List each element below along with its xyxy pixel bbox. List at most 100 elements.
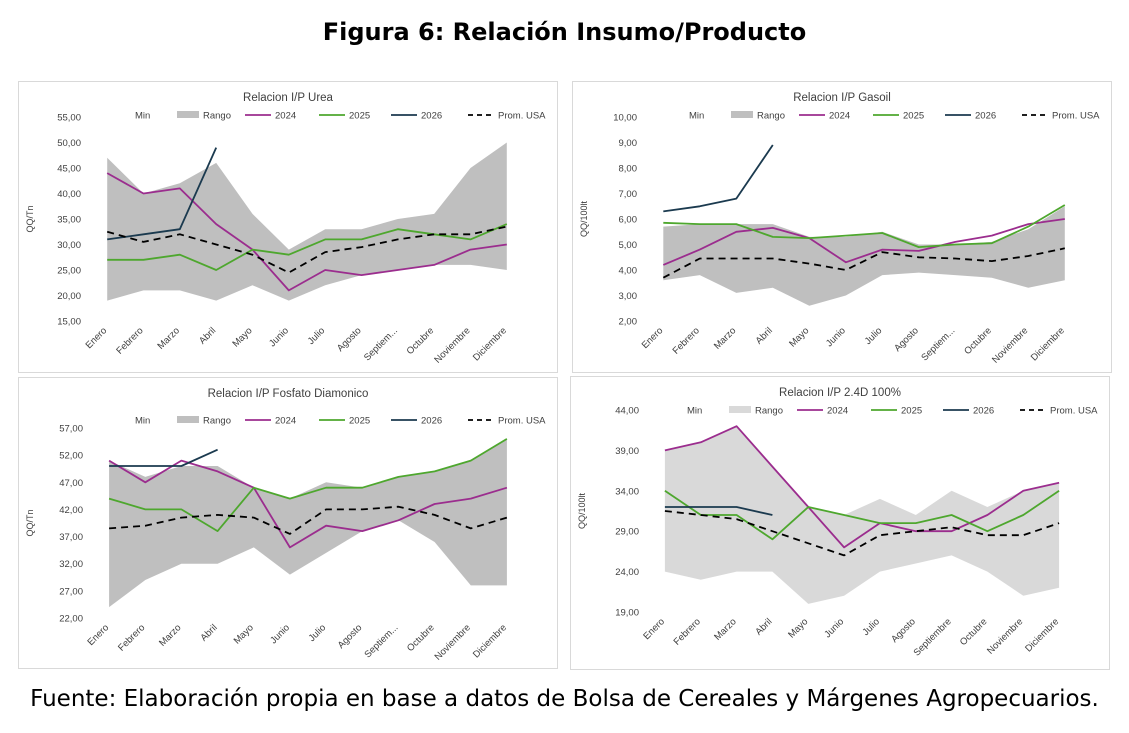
y-tick-label: 32,00 bbox=[59, 559, 83, 570]
x-tick-label: Abril bbox=[754, 325, 775, 346]
x-tick-label: Agosto bbox=[892, 325, 921, 354]
y-tick-label: 29,00 bbox=[615, 527, 639, 538]
legend-item: Prom. USA bbox=[1022, 111, 1100, 122]
y-tick-label: 30,00 bbox=[57, 240, 81, 251]
legend-swatch-rango bbox=[177, 111, 199, 118]
y-tick-label: 47,00 bbox=[59, 478, 83, 489]
legend-item: Prom. USA bbox=[468, 111, 546, 122]
series-line-2026 bbox=[663, 144, 774, 213]
x-tick-label: Octubre bbox=[405, 325, 437, 357]
x-tick-label: Junio bbox=[824, 325, 848, 349]
legend-item: 2025 bbox=[871, 406, 922, 417]
chart-title: Relacion I/P Urea bbox=[243, 92, 334, 104]
series-line-prom-usa bbox=[106, 225, 507, 274]
legend-label: 2026 bbox=[973, 406, 994, 417]
y-tick-label: 25,00 bbox=[57, 266, 81, 277]
x-tick-label: Mayo bbox=[232, 622, 256, 646]
legend-item: 2024 bbox=[799, 111, 850, 122]
x-tick-label: Julio bbox=[860, 616, 882, 638]
legend-swatch-rango bbox=[729, 406, 751, 413]
legend-label: Min bbox=[135, 111, 150, 122]
legend-label: 2024 bbox=[829, 111, 850, 122]
legend-item: Rango bbox=[177, 111, 231, 122]
x-tick-label: Marzo bbox=[712, 325, 738, 351]
y-tick-label: 34,00 bbox=[615, 486, 639, 497]
y-tick-label: 4,00 bbox=[619, 266, 638, 277]
legend-item: 2024 bbox=[797, 406, 848, 417]
x-tick-label: Junio bbox=[267, 325, 291, 349]
figure-title: Figura 6: Relación Insumo/Producto bbox=[322, 18, 807, 46]
x-tick-label: Marzo bbox=[157, 622, 183, 648]
range-band bbox=[107, 142, 507, 301]
x-tick-label: Diciembre bbox=[471, 622, 509, 660]
series-line-2025 bbox=[663, 204, 1066, 248]
y-tick-label: 45,00 bbox=[57, 164, 81, 175]
x-tick-label: Septiem... bbox=[919, 325, 957, 363]
chart-svg: Relacion I/P 2.4D 100% Min Rango 2024 2025 20… bbox=[577, 387, 1098, 658]
legend-item: 2026 bbox=[945, 111, 996, 122]
y-tick-label: 10,00 bbox=[613, 113, 637, 124]
x-tick-label: Enero bbox=[85, 622, 111, 648]
y-tick-label: 7,00 bbox=[619, 189, 638, 200]
legend-label: 2026 bbox=[421, 416, 442, 427]
legend-item: 2025 bbox=[319, 111, 370, 122]
y-tick-label: 5,00 bbox=[619, 240, 638, 251]
x-tick-label: Abril bbox=[753, 616, 774, 637]
legend-item: Min bbox=[135, 111, 150, 122]
x-tick-label: Noviembre bbox=[985, 616, 1025, 656]
series-line-prom-usa bbox=[664, 510, 1060, 557]
legend-label: 2025 bbox=[349, 416, 370, 427]
legend-item: 2026 bbox=[391, 111, 442, 122]
x-tick-label: Julio bbox=[306, 325, 328, 347]
y-tick-label: 15,00 bbox=[57, 317, 81, 328]
legend-swatch-rango bbox=[731, 111, 753, 118]
series-line-2025 bbox=[664, 490, 1060, 541]
chart-svg: Relacion I/P Fosfato Diamonico Min Rango 20… bbox=[25, 388, 546, 663]
series-line-prom-usa bbox=[109, 505, 508, 535]
y-tick-label: 19,00 bbox=[615, 608, 639, 619]
x-tick-label: Enero bbox=[84, 325, 110, 351]
legend-label: 2024 bbox=[275, 416, 296, 427]
legend-label: 2025 bbox=[903, 111, 924, 122]
legend-item: 2026 bbox=[943, 406, 994, 417]
x-tick-label: Diciembre bbox=[471, 325, 509, 363]
x-tick-label: Marzo bbox=[712, 616, 738, 642]
chart-title: Relacion I/P Fosfato Diamonico bbox=[208, 388, 369, 400]
legend-label: 2024 bbox=[275, 111, 296, 122]
legend-item: Rango bbox=[177, 416, 231, 427]
series-line-2024 bbox=[662, 218, 1065, 266]
x-tick-label: Mayo bbox=[230, 325, 254, 349]
series-line-2026 bbox=[664, 506, 773, 516]
series-line-2025 bbox=[108, 438, 508, 532]
x-tick-label: Agosto bbox=[336, 622, 365, 651]
x-tick-label: Septiem... bbox=[363, 622, 401, 660]
x-tick-label: Abril bbox=[198, 622, 219, 643]
x-tick-label: Noviembre bbox=[433, 622, 473, 662]
y-tick-label: 50,00 bbox=[57, 138, 81, 149]
figure-source: Fuente: Elaboración propia en base a dat… bbox=[30, 686, 1099, 712]
legend-label: Min bbox=[135, 416, 150, 427]
legend-item: Prom. USA bbox=[1020, 406, 1098, 417]
y-tick-label: 20,00 bbox=[57, 291, 81, 302]
legend-item: Min bbox=[689, 111, 704, 122]
y-tick-label: 27,00 bbox=[59, 586, 83, 597]
series-line-2026 bbox=[109, 448, 218, 467]
legend-label: 2025 bbox=[349, 111, 370, 122]
y-tick-label: 37,00 bbox=[59, 532, 83, 543]
chart-svg: Relacion I/P Urea Min Rango 2024 2025 2026 Pro… bbox=[25, 92, 546, 366]
y-tick-label: 40,00 bbox=[57, 189, 81, 200]
range-band bbox=[664, 426, 1060, 604]
legend-label: Prom. USA bbox=[498, 416, 546, 427]
legend-item: 2026 bbox=[391, 416, 442, 427]
y-tick-label: 9,00 bbox=[619, 138, 638, 149]
legend-item: 2024 bbox=[245, 111, 296, 122]
x-tick-label: Marzo bbox=[156, 325, 182, 351]
x-tick-label: Junio bbox=[268, 622, 292, 646]
x-tick-label: Mayo bbox=[786, 616, 810, 640]
chart-panel-urea: Relacion I/P Urea Min Rango 2024 2025 2026 Pro… bbox=[18, 81, 558, 373]
series-line-2024 bbox=[108, 459, 508, 549]
x-tick-label: Diciembre bbox=[1029, 325, 1067, 363]
legend-label: Rango bbox=[203, 416, 231, 427]
legend-label: 2026 bbox=[975, 111, 996, 122]
y-tick-label: 3,00 bbox=[619, 291, 638, 302]
